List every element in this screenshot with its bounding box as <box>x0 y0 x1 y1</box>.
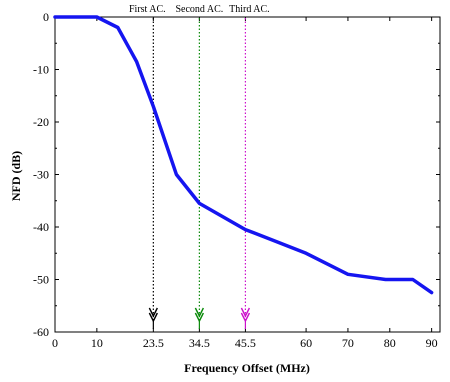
y-tick-label: -10 <box>33 63 49 77</box>
x-tick-label: 34.5 <box>189 336 210 350</box>
x-tick-label: 23.5 <box>143 336 164 350</box>
x-tick-label: 90 <box>426 336 438 350</box>
y-axis: 0 -10 -20 -30 -40 -50 -60 <box>33 10 440 339</box>
x-tick-label: 70 <box>342 336 354 350</box>
annotation-label: First AC. <box>129 4 166 15</box>
y-tick-label: -50 <box>33 273 49 287</box>
y-tick-label: 0 <box>43 10 49 24</box>
y-tick-label: -30 <box>33 168 49 182</box>
y-tick-label: -20 <box>33 115 49 129</box>
series-layer <box>53 15 434 295</box>
x-tick-label: 0 <box>52 336 58 350</box>
plot-frame <box>54 16 441 333</box>
nfd-series-line <box>53 15 434 295</box>
x-axis-title: Frequency Offset (MHz) <box>184 361 310 375</box>
x-tick-label: 10 <box>91 336 103 350</box>
x-tick-label: 80 <box>384 336 396 350</box>
x-tick-label: 60 <box>300 336 312 350</box>
y-axis-title: NFD (dB) <box>9 151 23 201</box>
x-tick-label: 45.5 <box>235 336 256 350</box>
annotations: First AC. Second AC. Third AC. <box>129 4 270 329</box>
x-axis: 0 10 23.5 34.5 45.5 60 70 80 90 <box>52 17 438 350</box>
y-tick-label: -60 <box>33 325 49 339</box>
annotation-label: Third AC. <box>229 4 270 15</box>
annotation-label: Second AC. <box>175 4 223 15</box>
y-tick-label: -40 <box>33 220 49 234</box>
